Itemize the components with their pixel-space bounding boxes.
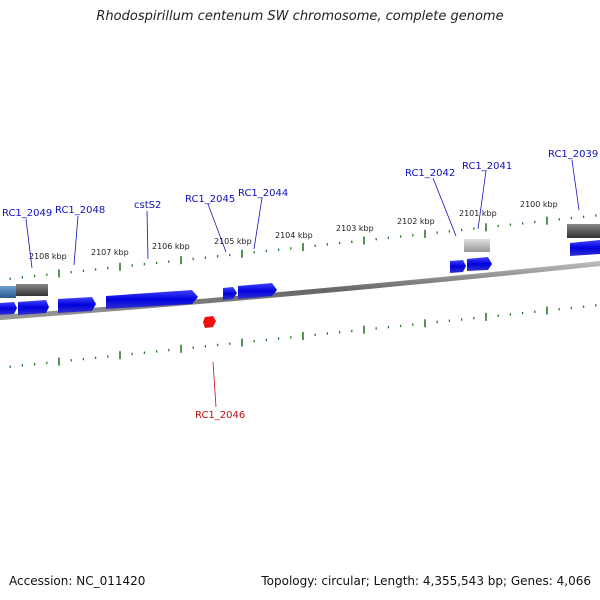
gene-label[interactable]: RC1_2048 [55, 205, 105, 216]
gene-label[interactable]: RC1_2039 [548, 149, 598, 160]
kbp-label: 2107 kbp [91, 248, 129, 257]
upper-tick-track [9, 214, 597, 280]
kbp-labels: 2108 kbp 2107 kbp 2106 kbp 2105 kbp 2104… [29, 200, 558, 261]
kbp-label: 2106 kbp [152, 242, 190, 251]
gene-label[interactable]: RC1_2046 [195, 410, 245, 421]
forward-gene-track [0, 224, 600, 315]
gene-arrow[interactable] [570, 240, 600, 256]
kbp-label: 2103 kbp [336, 224, 374, 233]
rna-block-light[interactable] [464, 239, 490, 252]
kbp-label: 2101 kbp [459, 209, 497, 218]
gene-label[interactable]: cstS2 [134, 200, 161, 211]
gene-label[interactable]: RC1_2045 [185, 194, 235, 205]
gene-arrow-csts2[interactable] [106, 290, 198, 309]
gene-arrow[interactable] [450, 260, 466, 273]
gene-arrow[interactable] [238, 283, 277, 299]
kbp-label: 2108 kbp [29, 252, 67, 261]
gene-block-teal[interactable] [0, 286, 16, 298]
kbp-label: 2105 kbp [214, 237, 252, 246]
accession-text: Accession: NC_011420 [9, 574, 146, 588]
gene-arrow[interactable] [18, 300, 49, 315]
gene-arrow[interactable] [223, 287, 237, 300]
kbp-label: 2102 kbp [397, 217, 435, 226]
gene-arrow[interactable] [58, 297, 96, 313]
label-connectors [25, 159, 580, 408]
gene-arrow[interactable] [0, 302, 17, 315]
rna-block-dark[interactable] [16, 284, 48, 296]
gene-label[interactable]: RC1_2044 [238, 188, 288, 199]
gene-label[interactable]: RC1_2049 [2, 208, 52, 219]
map-title: Rhodospirillum centenum SW chromosome, c… [96, 9, 504, 24]
genome-summary-text: Topology: circular; Length: 4,355,543 bp… [261, 574, 591, 588]
lower-tick-track [9, 304, 597, 368]
gene-label[interactable]: RC1_2041 [462, 161, 512, 172]
gene-labels: RC1_2049 RC1_2048 cstS2 RC1_2045 RC1_204… [2, 149, 598, 421]
rna-block-dark[interactable] [567, 224, 600, 238]
kbp-label: 2104 kbp [275, 231, 313, 240]
reverse-gene-rc1-2046[interactable] [203, 316, 216, 328]
kbp-label: 2100 kbp [520, 200, 558, 209]
gene-label[interactable]: RC1_2042 [405, 168, 455, 179]
gene-arrow[interactable] [467, 257, 492, 271]
